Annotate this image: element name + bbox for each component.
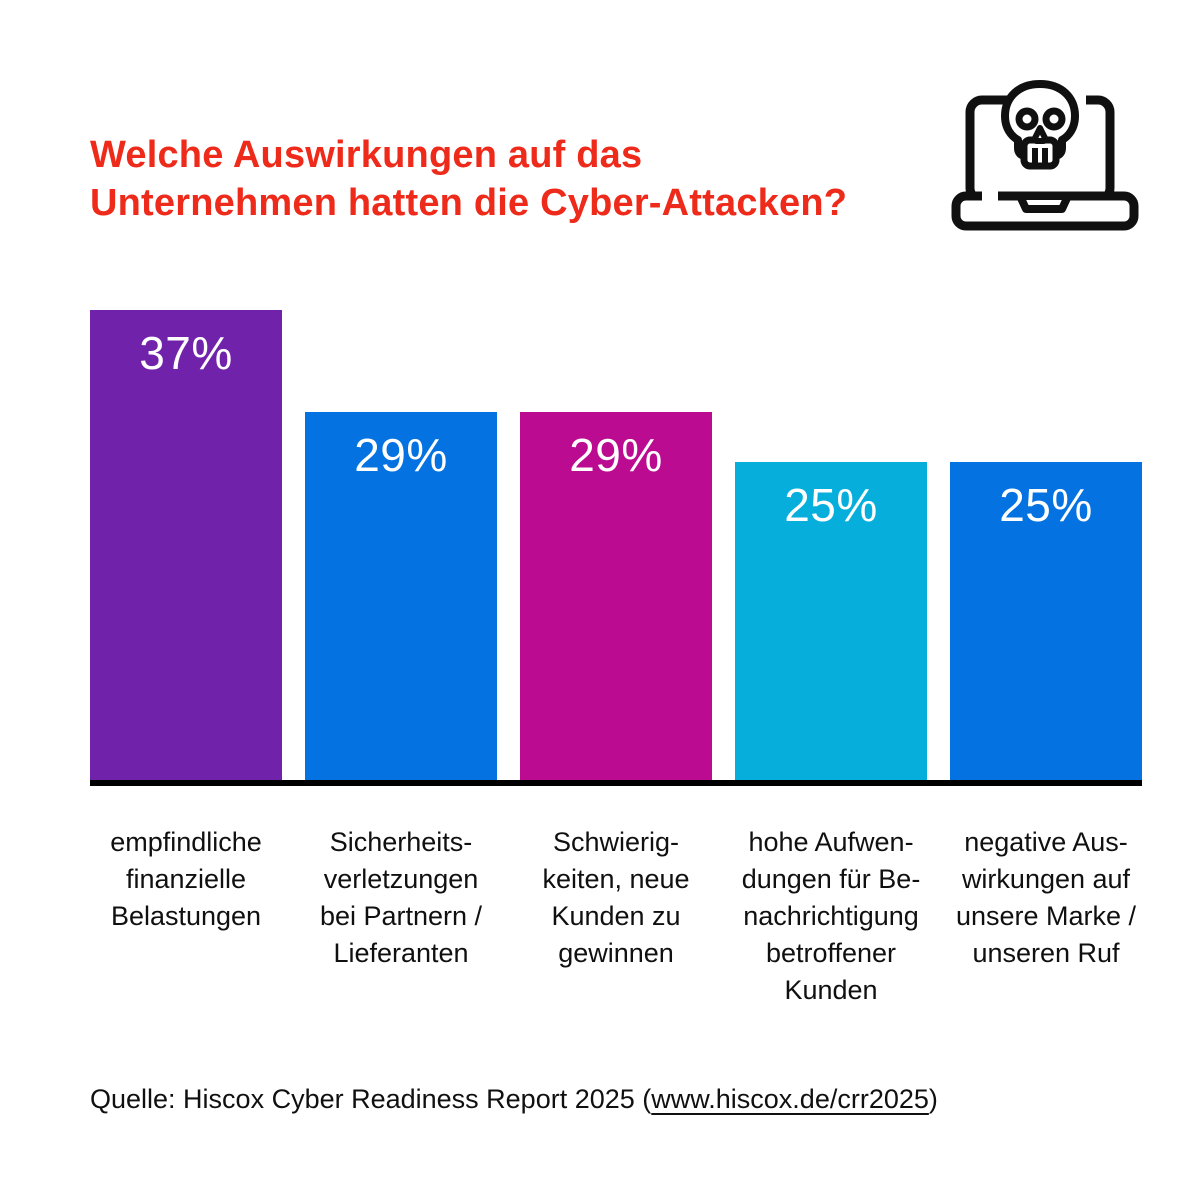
laptop-skull-icon [948,78,1143,236]
bar-2: 29% [305,412,497,780]
bar-value-label: 25% [784,479,878,531]
skull-eye-right [1042,107,1066,131]
bar-category-label: Sicherheits- verletzungen bei Partnern /… [319,827,483,968]
bar-labels-row: empfindliche finanzielle Belastungen Sich… [90,824,1142,1009]
skull-eye-left [1015,107,1039,131]
source-text: Quelle: Hiscox Cyber Readiness Report 20… [90,1084,652,1114]
page-title: Welche Auswirkungen auf das Unternehmen … [90,134,848,225]
bar-value-label: 25% [999,479,1093,531]
bar-category-label: hohe Aufwen- dungen für Be- nachrichtigu… [741,827,921,1005]
bar-chart: 37% 29% 29% 25% 25% [90,310,1142,780]
source-link[interactable]: www.hiscox.de/crr2025 [651,1084,929,1114]
bar-category-label: negative Aus- wirkungen auf unsere Marke… [955,827,1137,968]
base-notch [1016,192,1072,213]
chart-baseline [90,780,1142,786]
base-edge-gap [982,188,998,203]
laptop-skull-svg [951,80,1139,231]
bar-value-label: 29% [354,429,448,481]
skull-nose [1031,125,1049,144]
bar-value-label: 37% [139,327,233,379]
bar-value-label: 29% [569,429,663,481]
source-suffix: ) [928,1084,938,1114]
bar-4: 25% [735,462,927,780]
bar-1: 37% [90,310,282,780]
source-line: Quelle: Hiscox Cyber Readiness Report 20… [90,1082,938,1116]
bar-category-label: empfindliche finanzielle Belastungen [110,827,262,931]
bar-5: 25% [950,462,1142,780]
bar-3: 29% [520,412,712,780]
bar-category-label: Schwierig- keiten, neue Kunden zu gewinn… [542,827,690,968]
